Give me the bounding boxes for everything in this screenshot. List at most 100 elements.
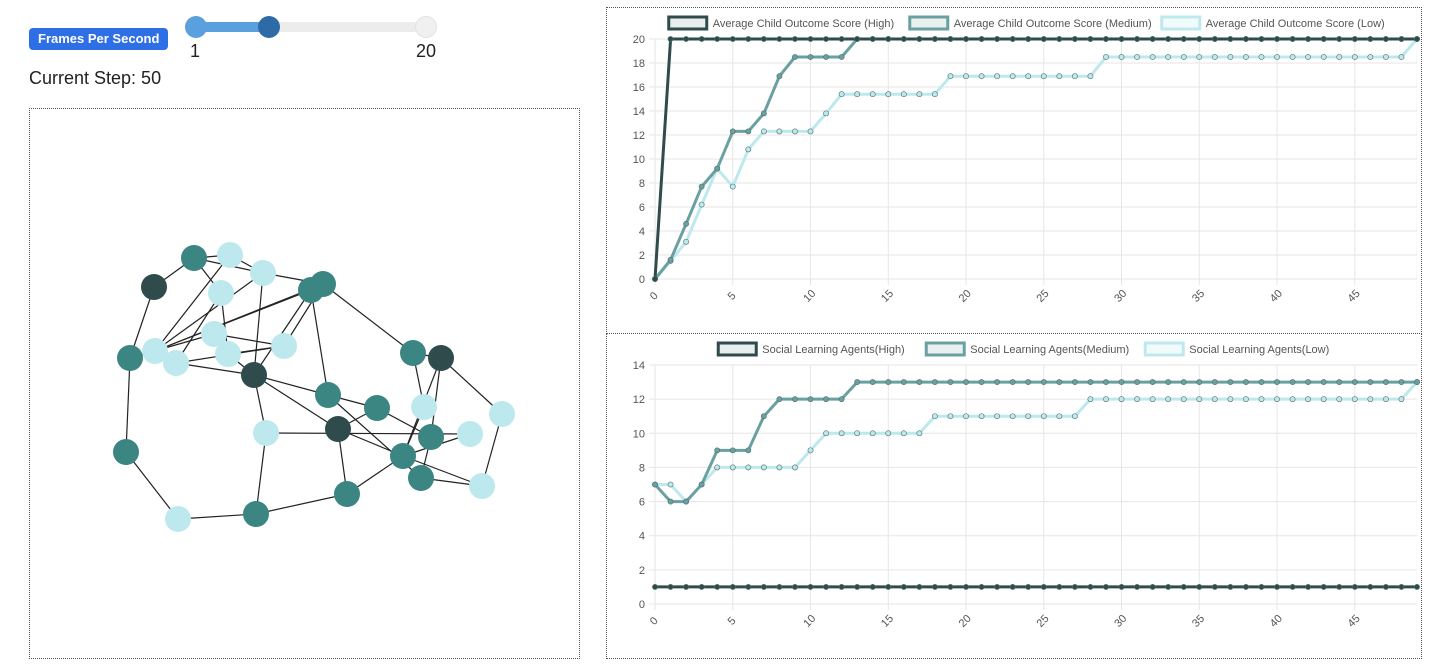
data-point	[1289, 54, 1296, 60]
agent-node-medium[interactable]	[113, 439, 139, 465]
data-point	[869, 36, 876, 42]
agent-node-medium[interactable]	[400, 340, 426, 366]
data-point	[1180, 36, 1187, 42]
data-point	[1118, 379, 1125, 385]
x-tick-label: 15	[879, 613, 896, 630]
data-point	[1227, 396, 1234, 403]
agent-node-low[interactable]	[163, 350, 189, 376]
data-point	[1258, 584, 1265, 590]
agent-node-high[interactable]	[428, 345, 454, 371]
data-point	[1180, 54, 1187, 60]
agent-node-medium[interactable]	[181, 245, 207, 271]
network-graph[interactable]	[29, 108, 580, 659]
data-point	[1398, 54, 1405, 60]
data-point	[854, 36, 861, 42]
agent-node-medium[interactable]	[334, 481, 360, 507]
agent-node-low[interactable]	[489, 401, 515, 427]
agent-node-low[interactable]	[208, 280, 234, 306]
data-point	[1056, 36, 1063, 42]
data-point	[760, 413, 767, 420]
legend-swatch	[1143, 341, 1185, 357]
data-point	[932, 413, 938, 420]
data-point	[1382, 36, 1389, 42]
x-tick-label: 30	[1112, 288, 1129, 305]
data-point	[792, 54, 798, 60]
data-point	[760, 36, 767, 42]
slider-track[interactable]	[195, 22, 425, 32]
y-tick-label: 14	[633, 360, 645, 372]
agent-node-low[interactable]	[457, 421, 483, 447]
data-point	[729, 183, 736, 190]
data-point	[1243, 54, 1249, 60]
data-point	[823, 396, 829, 403]
agent-node-low[interactable]	[215, 341, 241, 367]
slider-fill	[195, 22, 270, 32]
agent-node-medium[interactable]	[243, 501, 269, 527]
data-point	[994, 36, 1001, 42]
agent-node-low[interactable]	[217, 242, 243, 268]
data-point	[1118, 54, 1125, 60]
data-point	[1134, 36, 1140, 42]
data-point	[1040, 584, 1047, 590]
data-point	[1367, 584, 1374, 590]
slider-min-handle[interactable]	[185, 16, 207, 38]
data-point	[807, 396, 814, 403]
data-point	[1149, 36, 1156, 42]
x-tick-label: 25	[1034, 613, 1051, 630]
x-tick-label: 25	[1034, 288, 1051, 305]
agent-node-low[interactable]	[253, 420, 279, 446]
network-nodes	[113, 242, 515, 532]
data-point	[854, 379, 861, 385]
data-point	[1367, 379, 1374, 385]
agent-node-medium[interactable]	[310, 271, 336, 297]
data-point	[900, 91, 907, 98]
agent-node-high[interactable]	[141, 274, 167, 300]
data-point	[807, 584, 814, 590]
agent-node-high[interactable]	[325, 416, 351, 442]
agent-node-medium[interactable]	[408, 465, 434, 491]
series-line	[652, 584, 1420, 590]
y-tick-label: 0	[639, 274, 645, 286]
network-edge	[175, 292, 222, 364]
agent-node-low[interactable]	[165, 506, 191, 532]
agent-node-low[interactable]	[201, 321, 227, 347]
data-point	[714, 464, 721, 471]
agent-node-high[interactable]	[241, 362, 267, 388]
agent-node-low[interactable]	[142, 338, 168, 364]
y-tick-label: 8	[639, 462, 645, 474]
agent-node-medium[interactable]	[418, 424, 444, 450]
y-tick-label: 10	[633, 428, 645, 440]
x-tick-label: 45	[1346, 288, 1363, 305]
data-point	[885, 430, 892, 437]
data-point	[1134, 584, 1140, 590]
series-path	[655, 381, 1419, 504]
network-edge	[154, 283, 324, 352]
data-point	[776, 584, 783, 590]
agent-node-medium[interactable]	[390, 443, 416, 469]
data-point	[1351, 36, 1358, 42]
fps-slider[interactable]	[185, 14, 437, 40]
data-point	[1025, 413, 1032, 420]
agent-node-medium[interactable]	[117, 345, 143, 371]
data-point	[978, 36, 985, 42]
network-graph-canvas[interactable]	[30, 109, 579, 658]
legend-swatch	[924, 341, 966, 357]
slider-value-handle[interactable]	[258, 16, 280, 38]
agent-node-medium[interactable]	[364, 395, 390, 421]
data-point	[1274, 36, 1280, 42]
agent-node-medium[interactable]	[315, 382, 341, 408]
network-edge	[253, 289, 312, 376]
data-point	[823, 430, 829, 437]
agent-node-low[interactable]	[271, 333, 297, 359]
data-point	[1351, 396, 1358, 403]
data-point	[1398, 379, 1405, 385]
slider-max-handle[interactable]	[415, 16, 437, 38]
agent-node-low[interactable]	[411, 394, 437, 420]
data-point	[1398, 36, 1405, 42]
data-point	[1382, 396, 1389, 403]
agent-node-low[interactable]	[469, 473, 495, 499]
agent-node-low[interactable]	[250, 260, 276, 286]
outcome-score-chart-canvas: 0 2 4 6 8 10 12 14 16 18 20 0 5 10 15 20 25 30 35 40 45 Avera…	[633, 15, 1420, 305]
data-point	[652, 481, 658, 488]
data-point	[1025, 584, 1032, 590]
